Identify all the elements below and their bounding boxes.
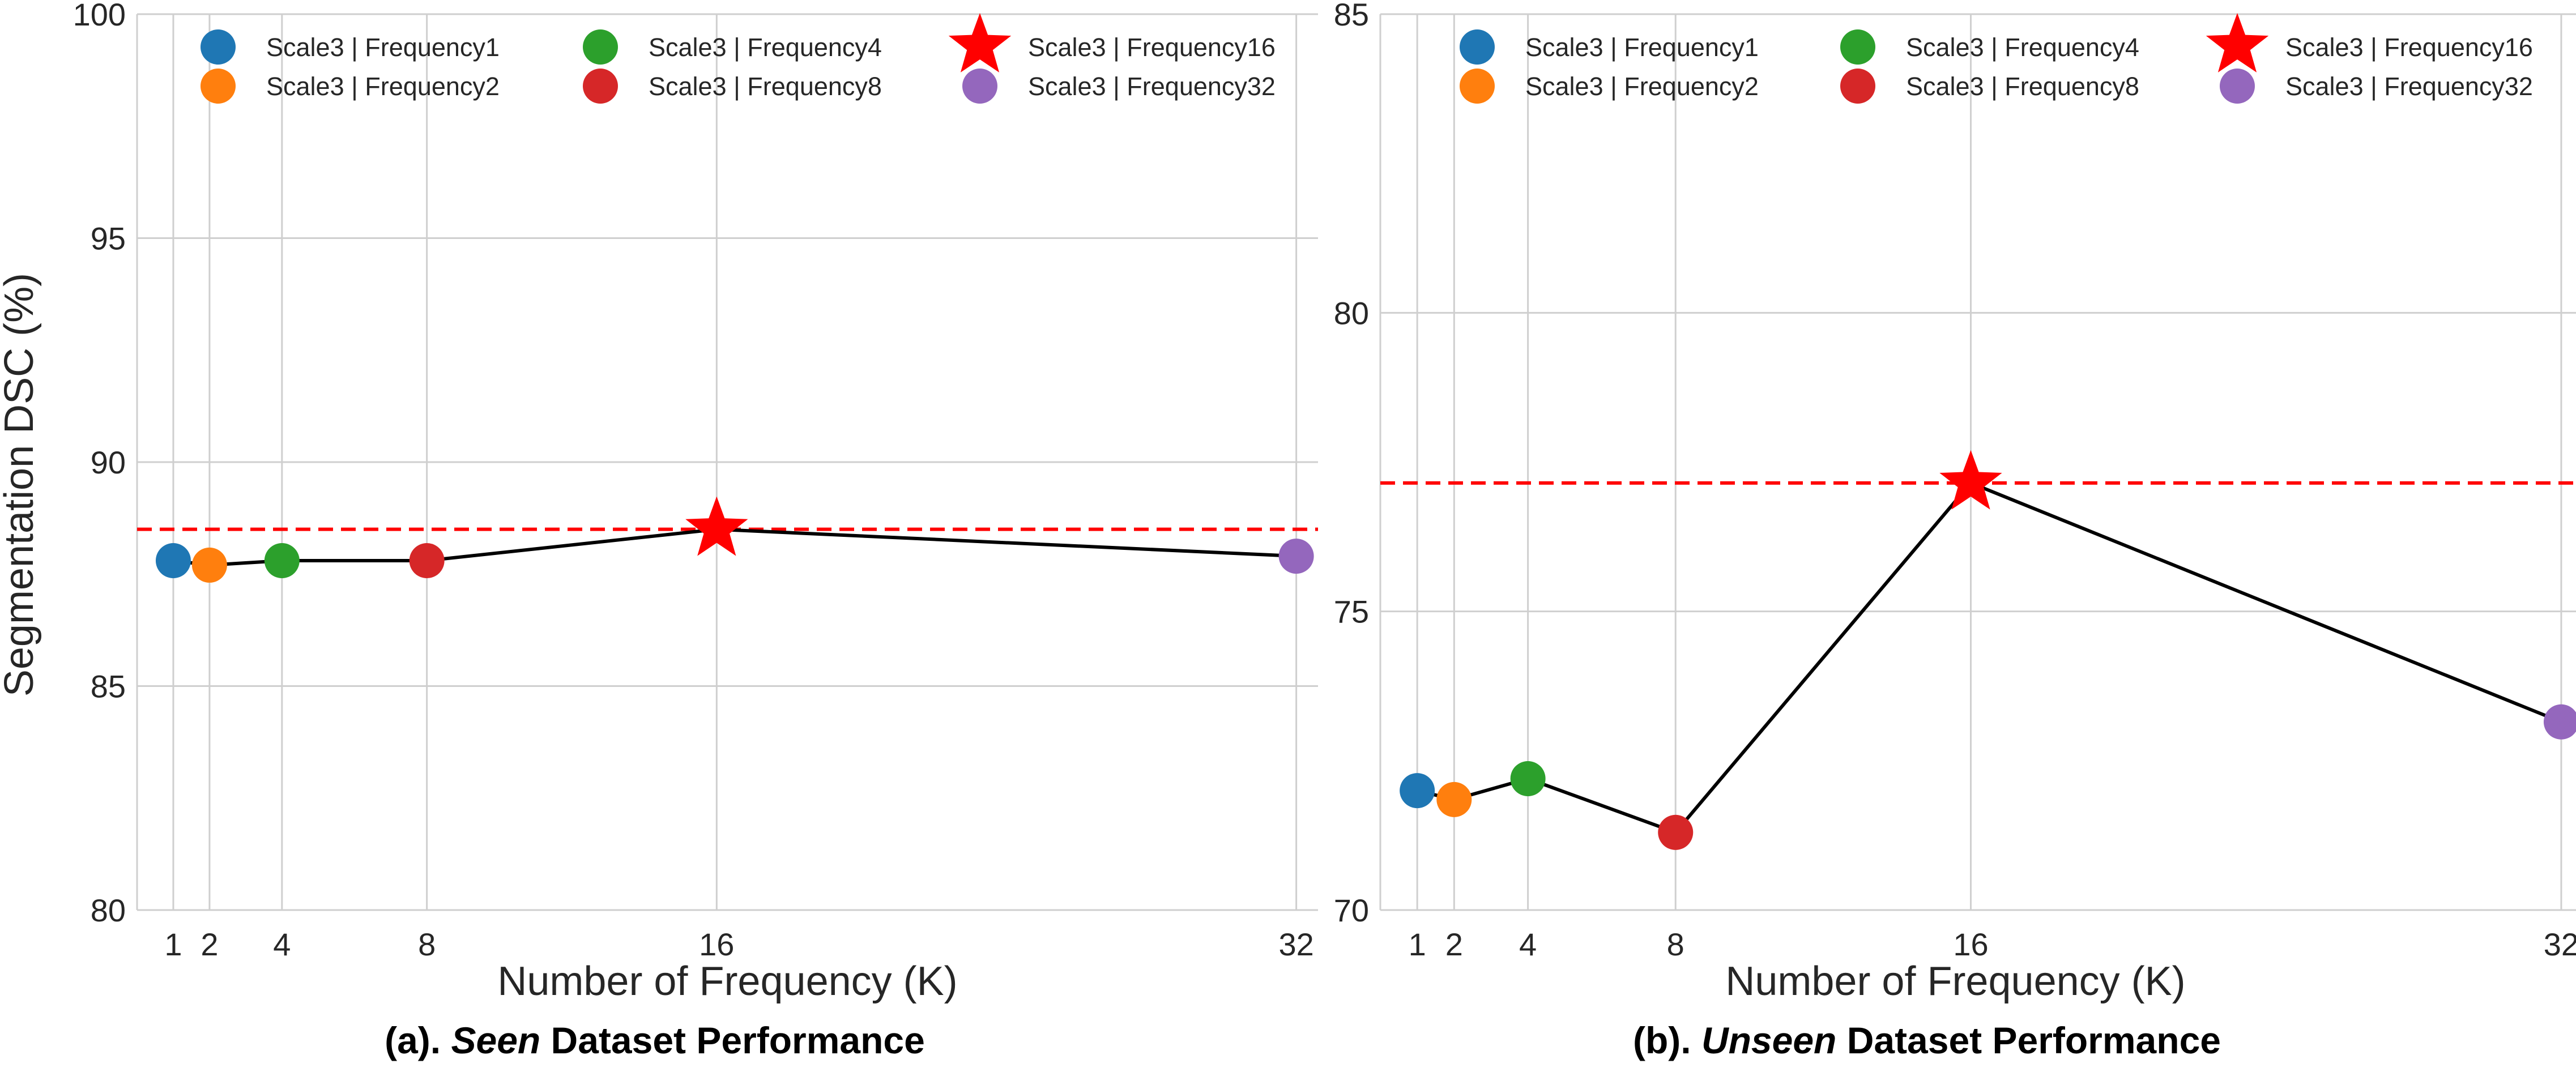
x-tick-label: 8 xyxy=(418,926,436,962)
legend-marker xyxy=(2220,69,2255,104)
series-line xyxy=(1417,481,2562,834)
legend-marker xyxy=(201,69,236,104)
x-axis-label: Number of Frequency (K) xyxy=(1725,959,2185,1004)
legend-label: Scale3 | Frequency1 xyxy=(266,33,500,62)
caption-emphasis: Seen xyxy=(451,1019,540,1061)
data-point xyxy=(1658,814,1694,850)
x-tick-label: 8 xyxy=(1667,926,1684,962)
x-tick-label: 4 xyxy=(273,926,291,962)
legend-label: Scale3 | Frequency1 xyxy=(1525,33,1759,62)
legend-marker xyxy=(583,69,618,104)
chart-panel-1: 80 85 90 95 100 1 2 4 8 16 32 Scale3 | Frequency1 Sc… xyxy=(0,0,1318,1061)
data-point-star xyxy=(685,496,748,556)
x-tick-label: 32 xyxy=(1278,926,1313,962)
chart-caption: (b). Unseen Dataset Performance xyxy=(1633,1019,2221,1061)
legend-label: Scale3 | Frequency2 xyxy=(1525,72,1759,101)
legend-label: Scale3 | Frequency16 xyxy=(2285,33,2533,62)
data-point xyxy=(155,543,191,579)
data-point-star xyxy=(1939,450,2002,510)
data-point xyxy=(191,547,227,583)
caption-prefix: (b). xyxy=(1633,1019,1701,1061)
y-tick-label: 95 xyxy=(91,221,126,257)
x-tick-label: 1 xyxy=(1409,926,1426,962)
x-tick-label: 2 xyxy=(201,926,218,962)
y-tick-label: 85 xyxy=(1334,0,1369,32)
legend-marker xyxy=(583,29,618,65)
legend-marker xyxy=(1460,29,1495,65)
legend-label: Scale3 | Frequency16 xyxy=(1028,33,1276,62)
x-tick-label: 32 xyxy=(2544,926,2576,962)
data-point xyxy=(409,543,445,579)
y-tick-label: 85 xyxy=(91,669,126,704)
data-point xyxy=(1436,781,1472,817)
caption-suffix: Dataset Performance xyxy=(1836,1019,2221,1061)
legend-marker xyxy=(1840,29,1875,65)
legend-marker xyxy=(1840,69,1875,104)
data-point xyxy=(2543,704,2576,740)
legend-label: Scale3 | Frequency4 xyxy=(1906,33,2139,62)
legend-marker xyxy=(962,69,997,104)
caption-emphasis: Unseen xyxy=(1701,1019,1836,1061)
x-tick-label: 16 xyxy=(1953,926,1988,962)
y-tick-label: 70 xyxy=(1334,892,1369,928)
chart-panel-2: 70 75 80 85 1 2 4 8 16 32 Scale3 | Frequency1 Scale… xyxy=(1334,0,2576,1061)
y-tick-label: 90 xyxy=(91,445,126,480)
y-axis-label: Segmentation DSC (%) xyxy=(0,273,42,697)
data-point xyxy=(1400,773,1435,809)
x-tick-label: 1 xyxy=(164,926,182,962)
legend-label: Scale3 | Frequency8 xyxy=(649,72,882,101)
chart-caption: (a). Seen Dataset Performance xyxy=(385,1019,925,1061)
y-tick-label: 100 xyxy=(73,0,126,32)
x-tick-label: 2 xyxy=(1445,926,1463,962)
legend-marker xyxy=(1460,69,1495,104)
legend-marker-star xyxy=(948,13,1012,72)
legend-label: Scale3 | Frequency8 xyxy=(1906,72,2139,101)
legend-marker-star xyxy=(2206,13,2269,72)
data-point xyxy=(264,543,300,579)
x-tick-label: 4 xyxy=(1519,926,1537,962)
legend-label: Scale3 | Frequency2 xyxy=(266,72,500,101)
legend-marker xyxy=(201,29,236,65)
legend-label: Scale3 | Frequency32 xyxy=(1028,72,1276,101)
y-tick-label: 75 xyxy=(1334,594,1369,630)
x-tick-label: 16 xyxy=(699,926,734,962)
legend-label: Scale3 | Frequency4 xyxy=(649,33,882,62)
caption-prefix: (a). xyxy=(385,1019,451,1061)
caption-suffix: Dataset Performance xyxy=(540,1019,925,1061)
y-tick-label: 80 xyxy=(1334,295,1369,331)
x-axis-label: Number of Frequency (K) xyxy=(497,959,957,1004)
data-point xyxy=(1278,539,1314,574)
legend-label: Scale3 | Frequency32 xyxy=(2285,72,2533,101)
data-point xyxy=(1510,761,1546,796)
series-line xyxy=(173,527,1296,567)
y-tick-label: 80 xyxy=(91,892,126,928)
